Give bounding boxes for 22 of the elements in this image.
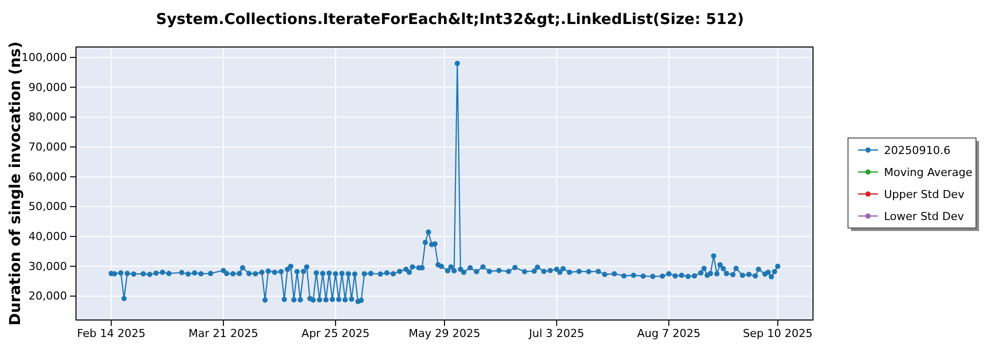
chart-title: System.Collections.IterateForEach&lt;Int32&gt;.LinkedList(Size: 512) [156, 10, 744, 28]
y-tick-label: 70,000 [28, 140, 67, 154]
legend-label: Upper Std Dev [884, 188, 965, 201]
y-tick-label: 50,000 [28, 200, 67, 214]
y-tick-label: 80,000 [28, 110, 67, 124]
y-axis-title: Duration of single invocation (ns) [6, 42, 24, 326]
legend-label: Lower Std Dev [884, 210, 964, 223]
y-tick-label: 60,000 [28, 170, 67, 184]
y-tick-label: 30,000 [28, 260, 67, 273]
x-tick-label: Feb 14 2025 [77, 326, 146, 340]
x-tick-label: Apr 25 2025 [302, 326, 370, 340]
legend-label: 20250910.6 [884, 144, 950, 157]
legend-label: Moving Average [884, 166, 973, 179]
y-tick-label: 40,000 [28, 230, 67, 243]
x-tick-label: May 29 2025 [408, 326, 480, 340]
x-tick-label: Mar 21 2025 [188, 326, 258, 340]
x-tick-label: Jul 3 2025 [528, 326, 584, 340]
y-tick-label: 90,000 [28, 80, 67, 94]
x-tick-label: Sep 10 2025 [742, 326, 813, 340]
y-tick-label: 100,000 [22, 50, 67, 64]
y-tick-label: 20,000 [28, 290, 67, 303]
x-tick-label: Aug 7 2025 [637, 326, 701, 340]
